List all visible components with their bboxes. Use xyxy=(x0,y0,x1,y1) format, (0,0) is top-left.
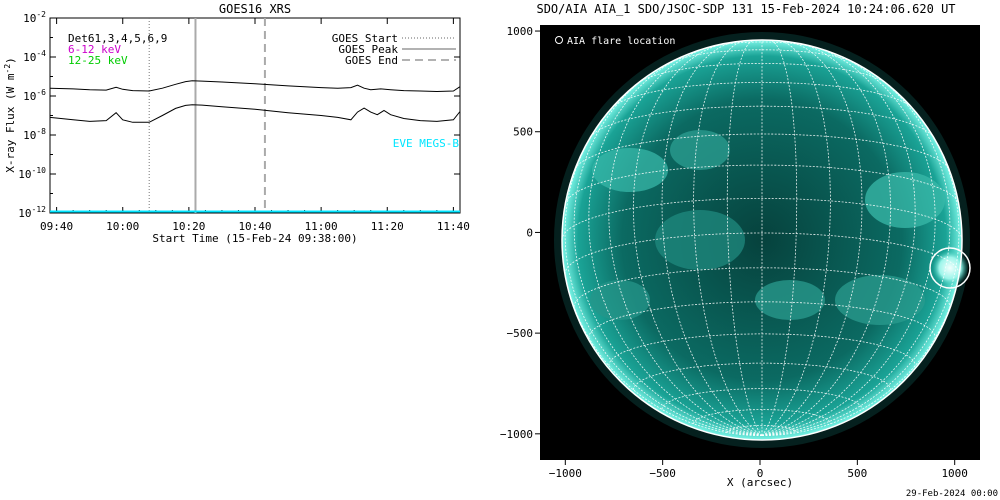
series-goes-channel-1 xyxy=(50,104,460,123)
solar-limb xyxy=(561,39,963,441)
latitude-line xyxy=(633,362,891,390)
latitude-line xyxy=(611,82,913,108)
goes-ylabel: X-ray Flux (W m-2) xyxy=(3,57,17,173)
goes-legend-right: GOES Start GOES Peak GOES End xyxy=(332,32,456,67)
goes-ytick-label-5: 10-12 xyxy=(18,205,46,220)
aia-xtick-label-4: 1000 xyxy=(941,467,968,480)
longitude-line xyxy=(761,66,951,436)
aia-x-axis: −1000 −500 0 500 1000 xyxy=(549,460,968,480)
longitude-line xyxy=(588,52,763,436)
goes-title: GOES16 XRS xyxy=(219,2,291,16)
goes-xtick-label-6: 11:40 xyxy=(437,220,470,233)
aia-xtick-label-3: 500 xyxy=(847,467,867,480)
eve-megs-label: EVE MEGS-B xyxy=(393,137,460,150)
aia-xtick-label-2: 0 xyxy=(757,467,764,480)
active-region-se xyxy=(590,280,650,320)
longitude-line xyxy=(726,40,763,436)
goes-ytick-label-4: 10-10 xyxy=(18,166,46,181)
goes-series-group xyxy=(50,80,460,213)
longitude-line xyxy=(761,113,960,436)
latitude-line xyxy=(590,105,934,138)
active-region-center xyxy=(655,210,745,270)
aia-ytick-label-1: 500 xyxy=(513,126,533,139)
aia-xtick-label-1: −500 xyxy=(649,467,676,480)
goes-ytick-label-3: 10-8 xyxy=(23,127,46,142)
longitude-line xyxy=(761,40,798,436)
aia-ytick-label-4: −1000 xyxy=(500,428,533,441)
latitude-line xyxy=(669,49,855,64)
flare-legend-label: AIA flare location xyxy=(567,36,675,47)
longitude-line xyxy=(632,42,763,436)
latitude-line xyxy=(693,409,831,424)
goes-panel: GOES16 XRS X-ray Flux (W m-2) 10-210-410… xyxy=(3,2,470,245)
series-goes-channel-0 xyxy=(50,80,460,93)
active-region-sw xyxy=(835,275,925,325)
longitude-line xyxy=(761,46,916,436)
goes-xtick-label-3: 10:40 xyxy=(238,220,271,233)
goes-ytick-label-1: 10-4 xyxy=(23,49,46,64)
legend-goes-end: GOES End xyxy=(345,54,398,67)
active-region-ne xyxy=(592,148,668,192)
legend-12-25kev: 12-25 keV xyxy=(68,54,128,67)
legend-goes-peak: GOES Peak xyxy=(338,43,398,56)
goes-xtick-label-1: 10:00 xyxy=(106,220,139,233)
goes-y-axis: 10-2 10-4 10-6 10-8 10-10 10-12 xyxy=(18,10,460,220)
aia-panel: SDO/AIA AIA_1 SDO/JSOC-SDP 131 15-Feb-20… xyxy=(500,2,998,499)
aia-xlabel: X (arcsec) xyxy=(727,476,793,489)
goes-ytick-label-2: 10-6 xyxy=(23,88,46,103)
legend-6-12kev: 6-12 keV xyxy=(68,43,121,56)
goes-event-lines xyxy=(148,18,266,213)
aia-title: SDO/AIA AIA_1 SDO/JSOC-SDP 131 15-Feb-20… xyxy=(536,2,955,16)
aia-ytick-label-3: −500 xyxy=(507,327,534,340)
legend-goes-start: GOES Start xyxy=(332,32,398,45)
footer-date: 29-Feb-2024 00:00 xyxy=(906,489,998,499)
longitude-line xyxy=(608,46,763,436)
active-region-w xyxy=(865,172,945,228)
flare-location-marker xyxy=(929,247,971,289)
goes-xtick-label-2: 10:20 xyxy=(172,220,205,233)
flare-legend-symbol xyxy=(555,36,563,44)
goes-xtick-label-0: 09:40 xyxy=(40,220,73,233)
aia-ytick-label-2: 0 xyxy=(526,226,533,239)
longitude-line xyxy=(564,113,763,436)
longitude-line xyxy=(761,42,892,436)
active-region-s xyxy=(755,280,825,320)
goes-legend-left: Det61,3,4,5,6,9 6-12 keV 12-25 keV xyxy=(68,32,167,67)
aia-ytick-label-0: 1000 xyxy=(507,25,534,38)
goes-x-axis: 09:40 10:00 10:20 10:40 11:00 11:20 11:40 xyxy=(40,18,470,233)
aia-xtick-label-0: −1000 xyxy=(549,467,582,480)
heliographic-grid xyxy=(562,40,962,436)
goes-xtick-label-4: 11:00 xyxy=(305,220,338,233)
goes-xtick-label-5: 11:20 xyxy=(371,220,404,233)
latitude-line xyxy=(726,425,798,433)
aia-y-axis: 1000 500 0 −500 −1000 xyxy=(500,25,540,441)
goes-ytick-label-0: 10-2 xyxy=(23,10,46,25)
longitude-line xyxy=(573,66,763,436)
legend-detectors: Det61,3,4,5,6,9 xyxy=(68,32,167,45)
goes-xlabel: Start Time (15-Feb-24 09:38:00) xyxy=(152,232,357,245)
active-region-n xyxy=(670,130,730,170)
